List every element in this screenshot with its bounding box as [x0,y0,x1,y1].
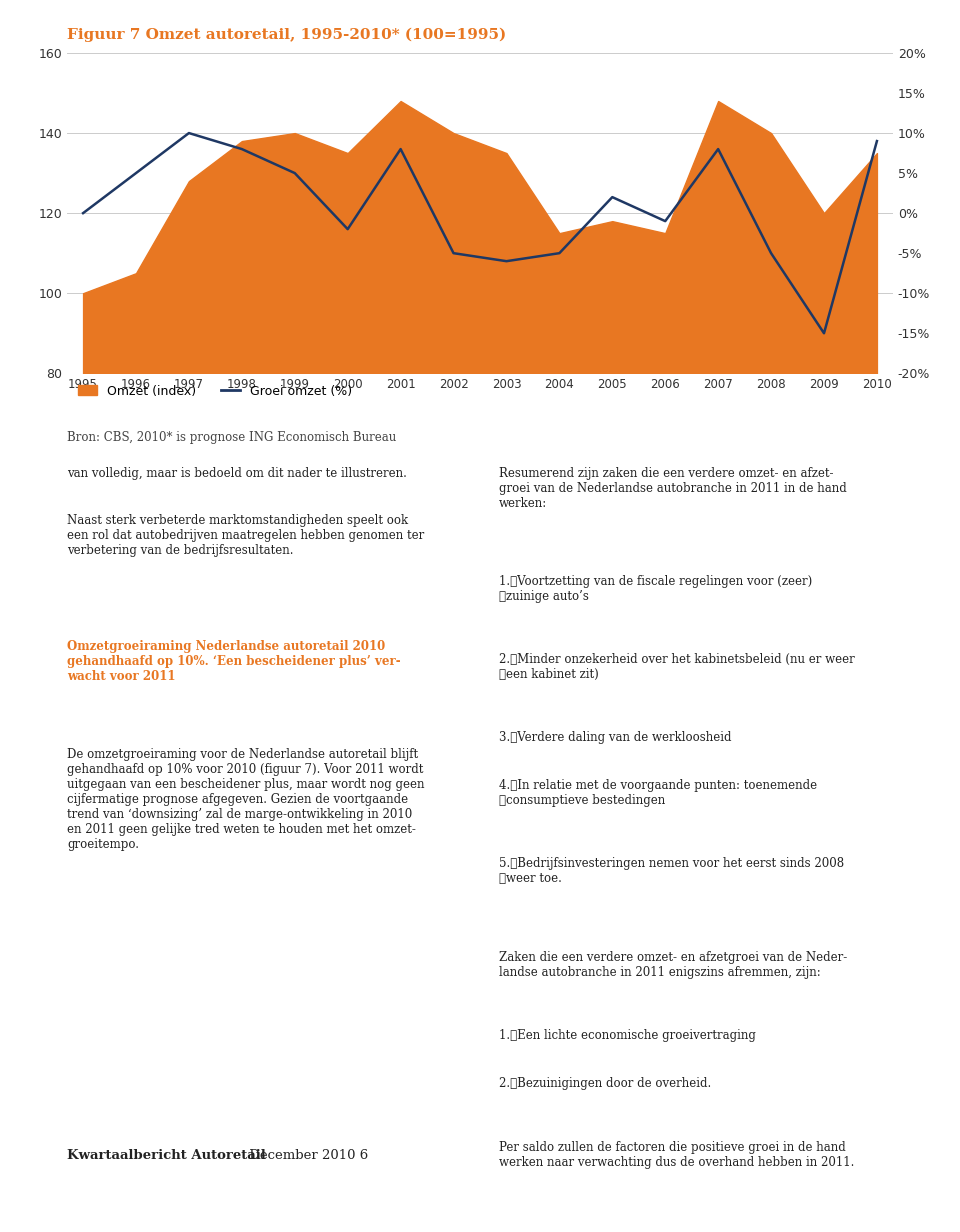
Text: 4.	In relatie met de voorgaande punten: toenemende
	consumptieve bestedingen: 4. In relatie met de voorgaande punten: … [499,779,817,807]
Legend: Omzet (index), Groei omzet (%): Omzet (index), Groei omzet (%) [74,379,357,403]
Text: De omzetgroeiraming voor de Nederlandse autoretail blijft
gehandhaafd op 10% voo: De omzetgroeiraming voor de Nederlandse … [67,748,424,851]
Text: Bron: CBS, 2010* is prognose ING Economisch Bureau: Bron: CBS, 2010* is prognose ING Economi… [67,431,396,445]
Text: Omzetgroeiraming Nederlandse autoretail 2010
gehandhaafd op 10%. ‘Een bescheiden: Omzetgroeiraming Nederlandse autoretail … [67,639,401,683]
Text: Figuur 7 Omzet autoretail, 1995-2010* (100=1995): Figuur 7 Omzet autoretail, 1995-2010* (1… [67,27,507,42]
Text: 5.	Bedrijfsinvesteringen nemen voor het eerst sinds 2008
	weer toe.: 5. Bedrijfsinvesteringen nemen voor het … [499,856,845,885]
Text: December 2010 6: December 2010 6 [245,1149,368,1162]
Text: Naast sterk verbeterde marktomstandigheden speelt ook
een rol dat autobedrijven : Naast sterk verbeterde marktomstandighed… [67,515,424,557]
Text: Kwartaalbericht Autoretail: Kwartaalbericht Autoretail [67,1149,266,1162]
Text: van volledig, maar is bedoeld om dit nader te illustreren.: van volledig, maar is bedoeld om dit nad… [67,467,407,480]
Text: Resumerend zijn zaken die een verdere omzet- en afzet-
groei van de Nederlandse : Resumerend zijn zaken die een verdere om… [499,467,847,510]
Text: Zaken die een verdere omzet- en afzetgroei van de Neder-
landse autobranche in 2: Zaken die een verdere omzet- en afzetgro… [499,951,848,979]
Text: 2.	Bezuinigingen door de overheid.: 2. Bezuinigingen door de overheid. [499,1077,711,1090]
Text: 1.	Een lichte economische groeivertraging: 1. Een lichte economische groeivertragin… [499,1030,756,1042]
Text: 2.	Minder onzekerheid over het kabinetsbeleid (nu er weer
	een kabinet zit): 2. Minder onzekerheid over het kabinetsb… [499,653,855,681]
Text: 3.	Verdere daling van de werkloosheid: 3. Verdere daling van de werkloosheid [499,732,732,744]
Text: Per saldo zullen de factoren die positieve groei in de hand
werken naar verwacht: Per saldo zullen de factoren die positie… [499,1141,854,1169]
Text: 1.	Voortzetting van de fiscale regelingen voor (zeer)
	zuinige auto’s: 1. Voortzetting van de fiscale regelinge… [499,575,812,604]
